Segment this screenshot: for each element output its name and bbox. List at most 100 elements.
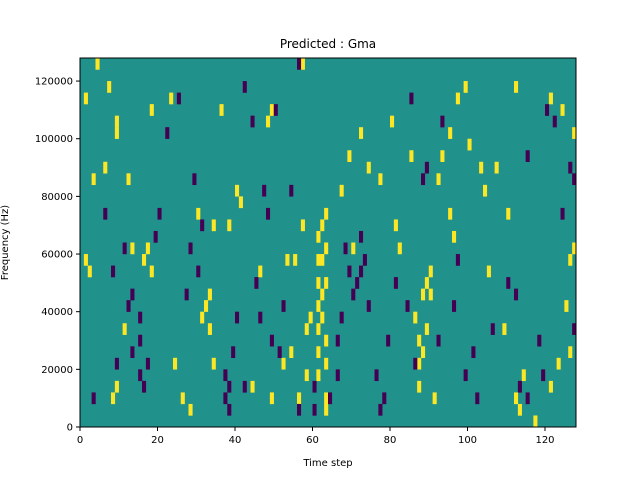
- heatmap-cell: [432, 392, 437, 405]
- heatmap-cell: [281, 300, 286, 312]
- heatmap-cell: [200, 311, 205, 324]
- x-axis-label: Time step: [302, 458, 352, 469]
- heatmap-cell: [409, 92, 414, 105]
- heatmap-cell: [285, 254, 290, 266]
- heatmap-cell: [122, 323, 127, 335]
- heatmap-cell: [250, 115, 255, 128]
- heatmap-cell: [424, 323, 429, 335]
- axes: 0 20 40 60 80 100 120 0 20000 40000 60000 80000 1000…: [35, 57, 577, 446]
- y-tick-label: 60000: [41, 250, 73, 261]
- heatmap-cell: [525, 150, 530, 162]
- heatmap-cell: [479, 161, 484, 174]
- heatmap-cell: [564, 300, 569, 312]
- heatmap-plot-area: [80, 58, 577, 428]
- heatmap-cell: [324, 403, 329, 416]
- heatmap-cell: [91, 173, 96, 186]
- heatmap-cell: [483, 184, 488, 197]
- heatmap-cell: [300, 219, 305, 232]
- heatmap-cell: [393, 277, 398, 289]
- heatmap-cell: [417, 357, 422, 370]
- heatmap-cell: [452, 300, 457, 312]
- heatmap-cell: [304, 323, 309, 335]
- heatmap-cell: [572, 242, 577, 255]
- heatmap-cell: [386, 334, 391, 347]
- heatmap-cell: [130, 346, 135, 359]
- heatmap-cell: [347, 150, 352, 162]
- heatmap-cell: [324, 392, 329, 405]
- heatmap-cell: [316, 254, 321, 266]
- x-tick-label: 40: [229, 435, 242, 446]
- heatmap-cell: [355, 277, 360, 289]
- heatmap-cell: [223, 392, 228, 405]
- heatmap-cell: [316, 230, 321, 243]
- heatmap-cell: [351, 288, 356, 301]
- heatmap-cell: [409, 150, 414, 162]
- heatmap-cell: [572, 323, 577, 335]
- heatmap-cell: [188, 403, 193, 416]
- heatmap-cell: [281, 357, 286, 370]
- heatmap-cell: [545, 104, 550, 116]
- heatmap-cell: [184, 288, 189, 301]
- heatmap-cell: [103, 161, 108, 174]
- heatmap-cell: [269, 334, 274, 347]
- heatmap-cell: [149, 104, 154, 116]
- heatmap-cell: [293, 254, 298, 266]
- heatmap-cell: [436, 334, 441, 347]
- y-tick-label: 0: [67, 423, 73, 434]
- heatmap-cell: [335, 334, 340, 347]
- heatmap-cell: [289, 346, 294, 359]
- heatmap-cell: [428, 265, 433, 278]
- heatmap-cell: [142, 254, 147, 266]
- heatmap-cell: [448, 207, 453, 220]
- heatmap-cell: [413, 357, 418, 370]
- heatmap-cell: [312, 403, 317, 416]
- y-tick-label: 80000: [41, 192, 73, 203]
- heatmap-cell: [324, 207, 329, 220]
- heatmap-cell: [312, 380, 317, 393]
- heatmap-cell: [316, 369, 321, 382]
- heatmap-cell: [320, 254, 325, 266]
- heatmap-cell: [238, 196, 243, 209]
- heatmap-cell: [351, 242, 356, 255]
- heatmap-cell: [366, 300, 371, 312]
- heatmap-cell: [114, 127, 119, 139]
- heatmap-cell: [180, 392, 185, 405]
- heatmap-cell: [207, 323, 212, 335]
- heatmap-cell: [548, 380, 553, 393]
- heatmap-cell: [130, 242, 135, 255]
- heatmap-cell: [91, 392, 96, 405]
- heatmap-cell: [455, 254, 460, 266]
- heatmap-cell: [320, 288, 325, 301]
- heatmap-cell: [262, 184, 267, 197]
- heatmap-cell: [308, 311, 313, 324]
- heatmap-cell: [142, 380, 147, 393]
- heatmap-cell: [169, 92, 174, 105]
- heatmap-cell: [463, 81, 468, 93]
- heatmap-cell: [359, 265, 364, 278]
- heatmap-cell: [347, 265, 352, 278]
- heatmap-cell: [111, 265, 116, 278]
- heatmap-cell: [196, 265, 201, 278]
- heatmap-cell: [320, 311, 325, 324]
- heatmap-cell: [316, 300, 321, 312]
- heatmap-cell: [126, 300, 131, 312]
- heatmap-cell: [153, 230, 158, 243]
- y-axis-label: Frequency (Hz): [0, 205, 11, 281]
- heatmap-cell: [289, 184, 294, 197]
- x-tick-label: 60: [306, 435, 319, 446]
- heatmap-cell: [277, 346, 282, 359]
- heatmap-cell: [467, 138, 472, 151]
- heatmap-cell: [393, 219, 398, 232]
- heatmap-cell: [130, 288, 135, 301]
- heatmap-cell: [502, 323, 507, 335]
- heatmap-cell: [149, 265, 154, 278]
- heatmap-cell: [300, 58, 305, 70]
- heatmap-cell: [521, 369, 526, 382]
- heatmap-cell: [572, 173, 577, 186]
- x-tick-label: 120: [535, 435, 554, 446]
- heatmap-cell: [424, 161, 429, 174]
- heatmap-cell: [486, 265, 491, 278]
- heatmap-cell: [568, 254, 573, 266]
- heatmap-cell: [165, 127, 170, 139]
- heatmap-cell: [421, 346, 426, 359]
